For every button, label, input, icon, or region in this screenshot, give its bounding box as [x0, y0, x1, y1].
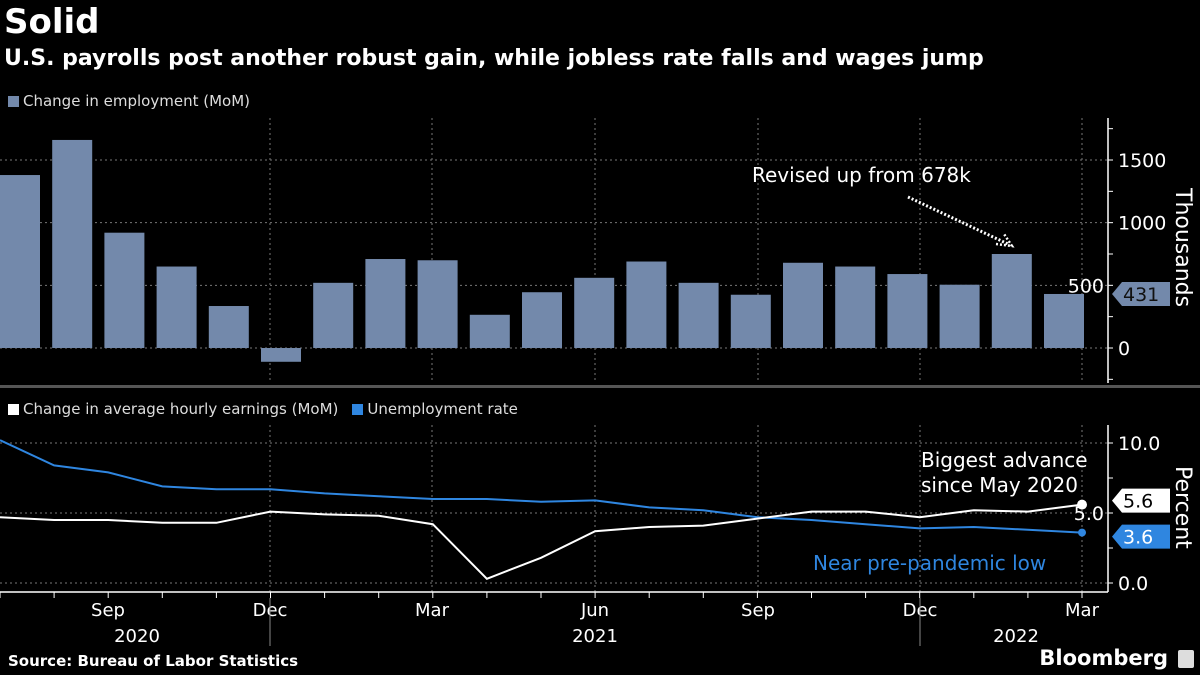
bar: [261, 348, 301, 362]
bar: [522, 292, 562, 348]
x-tick-label: Sep: [91, 600, 125, 621]
y-tick-label: 10.0: [1118, 433, 1160, 455]
earnings-line-badge: [1112, 488, 1170, 513]
legend-label: Change in employment (MoM): [23, 92, 250, 110]
legend-item-earnings: Change in average hourly earnings (MoM): [8, 400, 338, 418]
unemployment-line-end-marker: [1078, 528, 1086, 537]
y-tick-label: 0.0: [1118, 573, 1148, 595]
bar: [887, 274, 928, 348]
year-label: 2020: [114, 626, 160, 647]
legend-label: Change in average hourly earnings (MoM): [23, 400, 339, 418]
legend-item-employment: Change in employment (MoM): [8, 92, 250, 110]
x-tick-label: Jun: [580, 600, 609, 621]
annotation-arrow: [907, 195, 1009, 246]
chart-title: Solid: [4, 2, 100, 42]
bar: [939, 284, 980, 348]
bar: [469, 314, 510, 348]
last-value-label: 431: [1123, 284, 1159, 306]
unemployment-line-badge-label: 3.6: [1123, 527, 1153, 549]
x-tick-label: Mar: [415, 600, 450, 621]
bar: [574, 277, 615, 348]
bar: [678, 282, 719, 348]
y-tick-label: 500: [1068, 275, 1104, 297]
legend-item-unemployment: Unemployment rate: [352, 400, 518, 418]
y-tick-label: 0: [1118, 338, 1130, 360]
y-axis-title-percent: Percent: [1170, 466, 1195, 549]
x-tick-label: Sep: [741, 600, 775, 621]
bar: [417, 260, 458, 348]
legend-swatch: [352, 404, 364, 415]
bar: [208, 306, 249, 348]
bloomberg-logo: Bloomberg: [1039, 646, 1168, 670]
bar: [0, 175, 40, 348]
chart-subtitle: U.S. payrolls post another robust gain, …: [4, 46, 984, 71]
bar: [52, 139, 93, 348]
bloomberg-chart-icon: [1178, 650, 1194, 668]
earnings-line-badge-label: 5.6: [1123, 491, 1153, 513]
lower-legend: Change in average hourly earnings (MoM) …: [8, 400, 518, 418]
bar: [835, 266, 876, 348]
annotation-pre-pandemic: Near pre-pandemic low: [813, 551, 1046, 575]
upper-legend: Change in employment (MoM): [8, 92, 250, 110]
legend-swatch: [8, 404, 19, 415]
panel-divider: [0, 385, 1200, 388]
year-label: 2021: [572, 626, 618, 647]
earnings-line: [0, 503, 1083, 580]
legend-label: Unemployment rate: [367, 400, 518, 418]
y-tick-label: 1500: [1118, 150, 1166, 172]
bar: [104, 232, 145, 348]
bar: [313, 282, 354, 348]
bar: [156, 266, 197, 348]
source-note: Source: Bureau of Labor Statistics: [8, 652, 299, 670]
bar: [991, 254, 1032, 348]
y-tick-label: 1000: [1118, 213, 1166, 235]
unemployment-line-badge: [1112, 524, 1170, 549]
bar: [365, 259, 406, 348]
y-axis-title-thousands: Thousands: [1170, 187, 1195, 307]
annotation-since-may: since May 2020: [921, 473, 1078, 497]
earnings-line-end-marker: [1077, 499, 1087, 510]
annotation-revised: Revised up from 678k: [752, 163, 971, 187]
x-tick-label: Mar: [1065, 600, 1100, 621]
bar: [626, 261, 667, 348]
bar: [1044, 293, 1084, 348]
year-label: 2022: [993, 626, 1039, 647]
last-value-badge: [1112, 281, 1170, 306]
unemployment-line: [0, 439, 1083, 534]
legend-swatch: [8, 96, 19, 107]
annotation-biggest-advance: Biggest advance: [921, 448, 1088, 472]
bar: [783, 262, 823, 348]
arrow-head: [995, 233, 1015, 248]
bar: [730, 294, 771, 348]
